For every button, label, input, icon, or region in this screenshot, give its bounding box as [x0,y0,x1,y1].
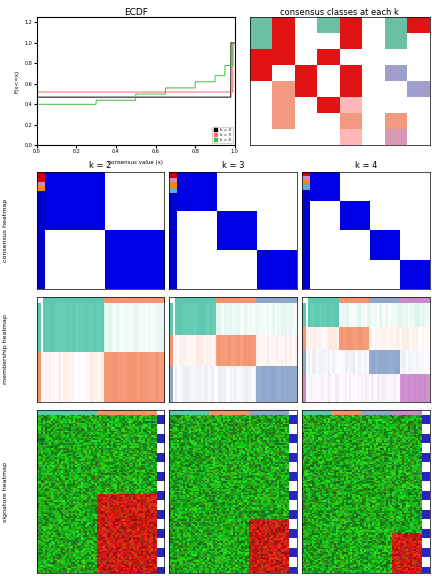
Text: k = 4: k = 4 [355,161,377,169]
Legend: k = 2, k = 3, k = 4: k = 2, k = 3, k = 4 [213,127,233,143]
Title: ECDF: ECDF [124,7,148,17]
X-axis label: consensus value (x): consensus value (x) [108,160,163,165]
Title: consensus classes at each k: consensus classes at each k [280,7,399,17]
Text: consensus heatmap: consensus heatmap [3,199,8,262]
Text: signature heatmap: signature heatmap [3,462,8,522]
Text: k = 2: k = 2 [89,161,112,169]
Text: k = 3: k = 3 [222,161,245,169]
Y-axis label: F(x<=x): F(x<=x) [14,70,19,93]
Text: membership heatmap: membership heatmap [3,314,8,384]
